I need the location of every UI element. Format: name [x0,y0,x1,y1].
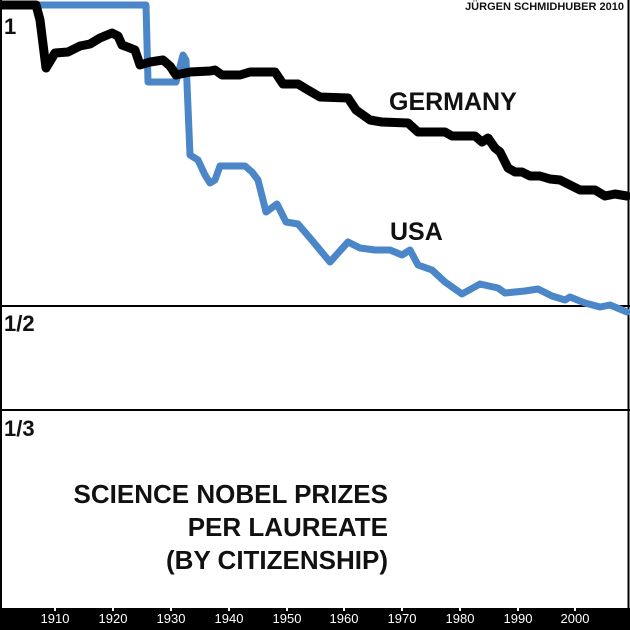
x-tick-label: 1910 [40,611,70,626]
x-tick-label: 1990 [503,611,533,626]
x-tick-label: 1980 [445,611,475,626]
author-credit: JÜRGEN SCHMIDHUBER 2010 [465,1,624,13]
x-tick-label: 1960 [329,611,359,626]
x-tick-mark [228,608,230,611]
x-tick-mark [343,608,345,611]
x-tick-label: 1950 [272,611,302,626]
x-tick-mark [517,608,519,611]
title-line-3: (BY CITIZENSHIP) [166,545,388,575]
y-label-third: 1/3 [4,416,35,441]
x-tick-label: 1920 [98,611,128,626]
title-line-1: SCIENCE NOBEL PRIZES [73,479,388,509]
usa-label: USA [390,218,443,246]
y-label-one: 1 [4,14,17,39]
x-tick-mark [286,608,288,611]
x-tick-mark [54,608,56,611]
x-tick-label: 2000 [560,611,590,626]
x-tick-mark [574,608,576,611]
x-tick-mark [170,608,172,611]
germany-label: GERMANY [389,88,517,116]
x-tick-mark [459,608,461,611]
title-line-2: PER LAUREATE [187,512,388,542]
y-label-half: 1/2 [4,311,35,336]
x-tick-label: 1930 [156,611,186,626]
x-tick-label: 1940 [214,611,244,626]
chart-title: SCIENCE NOBEL PRIZES PER LAUREATE (BY CI… [74,478,388,577]
x-tick-mark [401,608,403,611]
x-tick-mark [112,608,114,611]
x-tick-label: 1970 [387,611,417,626]
x-axis-bar: 1910 1920 1930 1940 1950 1960 1970 1980 1990 2000 [0,608,630,630]
usa-series-line [0,1,630,316]
germany-series-line [0,0,630,201]
